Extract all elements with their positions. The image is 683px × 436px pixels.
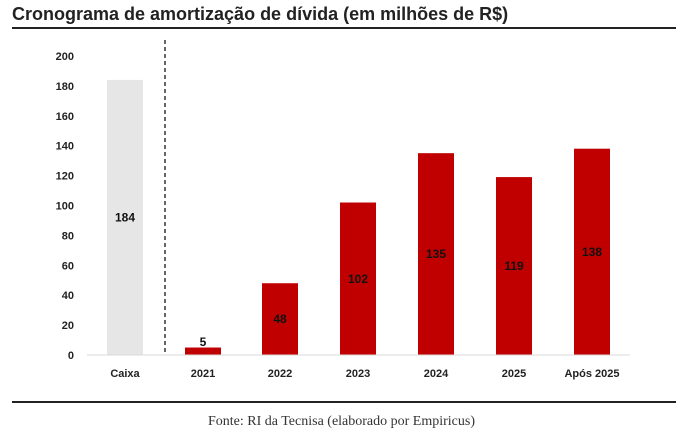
category-label: 2024: [424, 368, 449, 380]
y-tick-label: 60: [62, 260, 74, 272]
category-label: 2025: [502, 368, 526, 380]
y-tick-label: 40: [62, 290, 74, 302]
data-label: 138: [582, 245, 602, 259]
amortization-bar-chart: 0 20 40 60 80 100 120 140 160 180 200 184 5 48 102 135 1…: [56, 40, 630, 380]
category-label: Caixa: [110, 368, 140, 380]
category-label: 2022: [268, 368, 292, 380]
y-tick-label: 100: [56, 201, 74, 213]
y-tick-label: 140: [56, 141, 74, 153]
data-label: 5: [200, 335, 207, 349]
y-tick-label: 200: [56, 51, 74, 63]
source-note: Fonte: RI da Tecnisa (elaborado por Empi…: [207, 414, 476, 429]
data-label: 184: [115, 210, 135, 224]
data-label: 119: [504, 259, 524, 273]
data-label: 48: [273, 312, 287, 326]
category-label: 2023: [346, 368, 370, 380]
debt-bar: [262, 283, 298, 355]
y-tick-label: 80: [62, 230, 74, 242]
cash-bar: [107, 79, 143, 356]
category-label: Após 2025: [564, 368, 619, 380]
category-label: 2021: [191, 368, 215, 380]
debt-bar: [185, 347, 221, 355]
chart-title: Cronograma de amortização de dívida (em …: [12, 4, 509, 24]
y-tick-label: 180: [56, 81, 74, 93]
y-tick-label: 120: [56, 171, 74, 183]
y-tick-label: 20: [62, 320, 74, 332]
data-label: 135: [426, 247, 446, 261]
y-tick-label: 0: [68, 350, 74, 362]
footer-rule: [12, 401, 676, 403]
y-tick-label: 160: [56, 111, 74, 123]
title-underline: [12, 27, 676, 29]
debt-bar: [496, 177, 532, 355]
debt-bar: [340, 202, 376, 355]
data-label: 102: [348, 272, 368, 286]
debt-bar: [418, 153, 454, 355]
debt-bar: [574, 148, 610, 355]
